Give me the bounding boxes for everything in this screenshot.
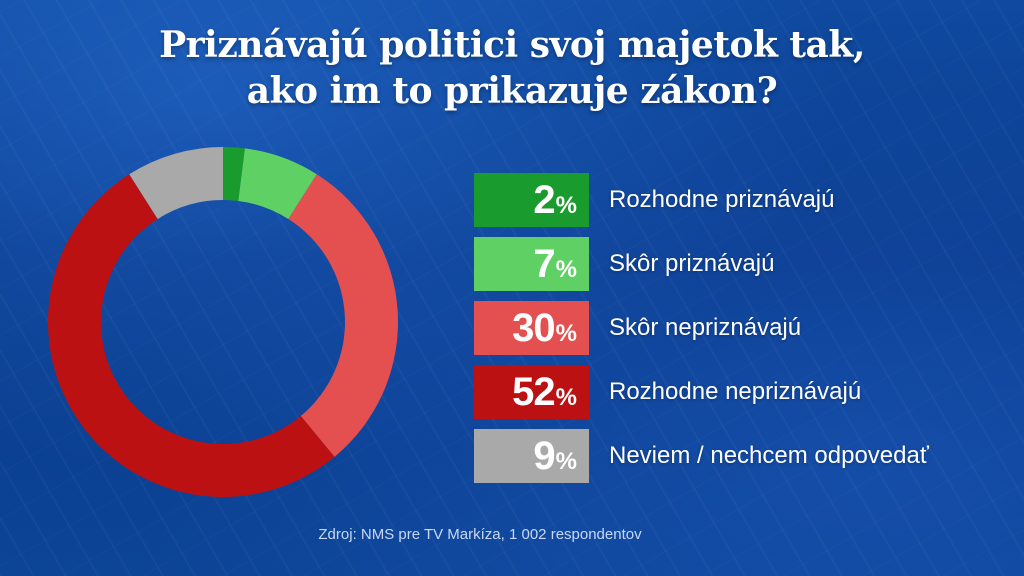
legend-label-5: Neviem / nechcem odpovedať <box>609 442 929 469</box>
legend-row-4: 52% Rozhodne nepriznávajú <box>474 365 1014 419</box>
legend-label-4: Rozhodne nepriznávajú <box>609 378 862 405</box>
data-label-percent-3: % <box>555 320 577 347</box>
donut-slice-4 <box>48 174 335 497</box>
legend-swatch-2: 7% <box>474 237 589 291</box>
data-label-value-1: 2 <box>533 178 555 222</box>
legend-row-2: 7% Skôr priznávajú <box>474 237 1014 291</box>
legend-swatch-5: 9% <box>474 429 589 483</box>
chart-title-line-1: Priznávajú politici svoj majetok tak, <box>159 24 865 66</box>
data-label-percent-2: % <box>555 256 577 283</box>
legend-label-3: Skôr nepriznávajú <box>609 314 802 341</box>
data-label-value-5: 9 <box>533 434 555 478</box>
legend-swatch-1: 2% <box>474 173 589 227</box>
source-note: Zdroj: NMS pre TV Markíza, 1 002 respond… <box>318 526 642 543</box>
legend-row-1: 2% Rozhodne priznávajú <box>474 173 1014 227</box>
legend-swatch-3: 30% <box>474 301 589 355</box>
chart-title: Priznávajú politici svoj majetok tak, ak… <box>0 22 1024 114</box>
donut-slice-5 <box>129 147 223 219</box>
data-label-value-3: 30 <box>512 306 555 350</box>
legend-row-5: 9% Neviem / nechcem odpovedať <box>474 429 1014 483</box>
donut-slice-2 <box>238 148 317 219</box>
data-label-percent-5: % <box>555 448 577 475</box>
data-label-percent-1: % <box>555 192 577 219</box>
legend-label-2: Skôr priznávajú <box>609 250 775 277</box>
legend-swatch-4: 52% <box>474 365 589 419</box>
data-label-value-4: 52 <box>512 370 555 414</box>
donut-slice-3 <box>288 174 398 457</box>
donut-slice-1 <box>223 147 245 201</box>
data-label-percent-4: % <box>555 384 577 411</box>
legend-row-3: 30% Skôr nepriznávajú <box>474 301 1014 355</box>
legend-label-1: Rozhodne priznávajú <box>609 186 835 213</box>
chart-title-line-2: ako im to prikazuje zákon? <box>246 70 778 112</box>
data-label-value-2: 7 <box>533 242 555 286</box>
